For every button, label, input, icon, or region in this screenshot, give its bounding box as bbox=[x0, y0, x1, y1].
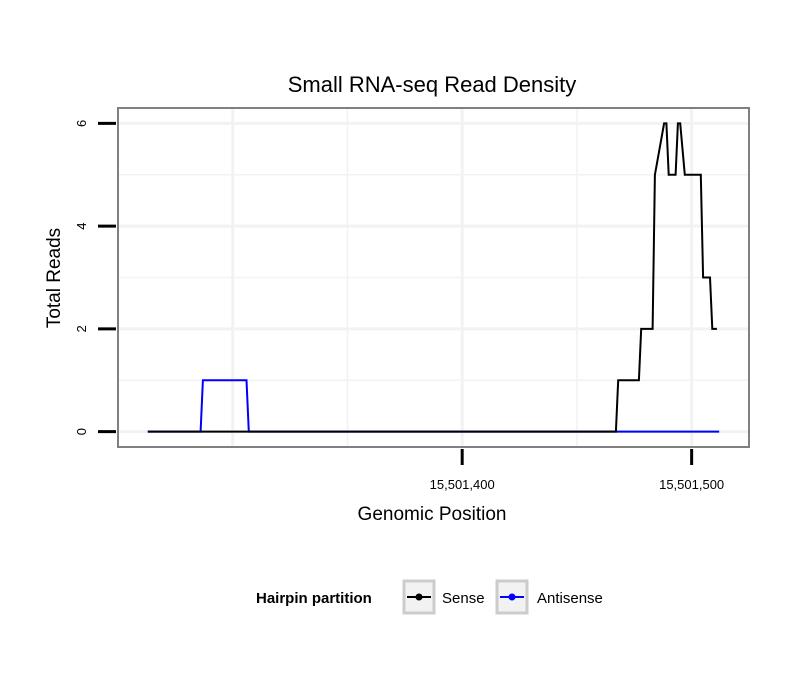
legend-key-antisense-point bbox=[508, 593, 516, 601]
y-tick-label: 4 bbox=[74, 223, 89, 230]
y-tick-label: 2 bbox=[74, 325, 89, 332]
plot-border bbox=[117, 107, 750, 448]
x-tick-label: 15,501,400 bbox=[430, 477, 495, 492]
x-axis-title: Genomic Position bbox=[358, 504, 507, 525]
y-axis: 0 2 4 6 bbox=[74, 120, 116, 435]
legend-title: Hairpin partition bbox=[256, 590, 372, 607]
y-tick-label: 0 bbox=[74, 428, 89, 435]
legend-label-antisense: Antisense bbox=[537, 590, 603, 607]
series-line-sense bbox=[147, 122, 717, 433]
legend-item-sense: Sense bbox=[402, 579, 485, 615]
legend-key-sense-point bbox=[415, 593, 423, 601]
y-tick-label: 6 bbox=[74, 120, 89, 127]
legend-label-sense: Sense bbox=[442, 590, 485, 607]
legend: Hairpin partition Sense Antisense bbox=[256, 579, 603, 615]
y-axis-title: Total Reads bbox=[44, 228, 65, 328]
legend-item-antisense: Antisense bbox=[495, 579, 603, 615]
series-layer bbox=[147, 122, 720, 433]
chart-title: Small RNA-seq Read Density bbox=[288, 72, 577, 97]
x-tick-label: 15,501,500 bbox=[659, 477, 724, 492]
x-axis: 15,501,400 15,501,500 bbox=[430, 449, 724, 492]
